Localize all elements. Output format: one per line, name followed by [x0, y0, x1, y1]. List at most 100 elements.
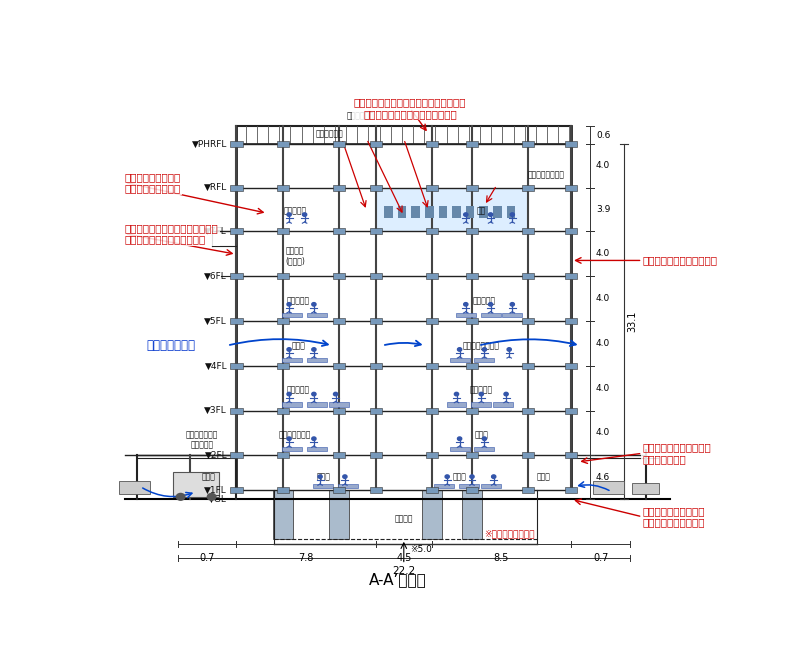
Bar [230, 141, 242, 147]
Circle shape [334, 392, 338, 396]
Bar [565, 228, 578, 234]
Text: 自防フェンス: 自防フェンス [346, 111, 374, 121]
Bar [384, 206, 393, 218]
Circle shape [445, 475, 450, 478]
Text: 小会議室
(委員会): 小会議室 (委員会) [286, 246, 306, 266]
Bar [277, 452, 289, 458]
Bar [471, 402, 491, 406]
Bar [493, 206, 502, 218]
Bar [333, 408, 345, 414]
Circle shape [287, 302, 291, 306]
Bar [438, 206, 447, 218]
Bar [282, 313, 302, 317]
Text: トップライト: トップライト [315, 129, 343, 139]
Text: 4.0: 4.0 [596, 249, 610, 258]
Bar [230, 273, 242, 280]
Bar [370, 363, 382, 369]
Bar [452, 206, 461, 218]
Bar [426, 318, 438, 324]
Text: 講場: 講場 [477, 206, 486, 215]
Text: 展望ロビー: 展望ロビー [284, 206, 307, 215]
Text: トップライトとハイサイドライトにより
講場への自然採光を確保します。: トップライトとハイサイドライトにより 講場への自然採光を確保します。 [354, 97, 466, 119]
Text: ▼1FL: ▼1FL [204, 486, 227, 495]
Circle shape [206, 493, 217, 501]
Bar [426, 141, 438, 147]
Bar [118, 482, 150, 494]
Bar [522, 273, 534, 280]
Bar [333, 363, 345, 369]
Text: 8.5: 8.5 [494, 553, 509, 563]
Bar [632, 483, 659, 494]
Bar [333, 452, 345, 458]
Bar [273, 490, 293, 539]
Bar [446, 402, 466, 406]
Bar [522, 228, 534, 234]
Bar [522, 408, 534, 414]
Bar [329, 402, 349, 406]
Text: ※地盤調査後に決定: ※地盤調査後に決定 [485, 529, 535, 538]
Text: 人にやさしい駐車場には
底を設置します: 人にやさしい駐車場には 底を設置します [642, 442, 711, 464]
Bar [282, 447, 302, 451]
Bar [329, 490, 349, 539]
Bar [450, 358, 470, 362]
Text: 4.5: 4.5 [396, 553, 411, 563]
Bar [230, 487, 242, 494]
Bar [426, 273, 438, 280]
Text: 政策会議室: 政策会議室 [470, 386, 493, 395]
Bar [466, 452, 478, 458]
Bar [479, 206, 488, 218]
Bar [481, 313, 501, 317]
Circle shape [287, 392, 291, 396]
Text: 総務課: 総務課 [291, 341, 306, 350]
Circle shape [482, 348, 486, 351]
Text: ▼2FL: ▼2FL [205, 451, 227, 460]
Bar [230, 184, 242, 190]
Bar [333, 318, 345, 324]
Text: メンテナンス用
バルコニー: メンテナンス用 バルコニー [186, 430, 218, 450]
Bar [333, 273, 345, 280]
Text: まちづくり戦略室: まちづくり戦略室 [462, 341, 500, 350]
Bar [338, 484, 358, 488]
Bar [333, 487, 345, 494]
Bar [277, 363, 289, 369]
Bar [502, 313, 522, 317]
Bar [398, 206, 406, 218]
Text: 4.0: 4.0 [596, 294, 610, 303]
Bar [565, 184, 578, 190]
Circle shape [489, 213, 493, 216]
Text: 展望ロビーからは、
市街地が見渡せます: 展望ロビーからは、 市街地が見渡せます [125, 172, 181, 193]
Bar [565, 408, 578, 414]
Bar [481, 484, 501, 488]
Circle shape [464, 302, 468, 306]
Bar [422, 490, 442, 539]
Text: ▼6FL: ▼6FL [204, 272, 227, 281]
Bar [466, 206, 474, 218]
Bar [466, 408, 478, 414]
Bar [277, 273, 289, 280]
Text: 0.6: 0.6 [596, 131, 610, 140]
Text: 効率的な空調計画とします: 効率的な空調計画とします [642, 256, 718, 266]
Bar [462, 490, 482, 539]
Bar [370, 141, 382, 147]
Circle shape [482, 437, 486, 440]
Text: バルコニーは室内への直射日光を
制御し、熱負荷を低減します: バルコニーは室内への直射日光を 制御し、熱負荷を低減します [125, 223, 218, 244]
Text: 風除室を設け室内への
風の流入を抜制します: 風除室を設け室内への 風の流入を抜制します [642, 506, 705, 527]
Bar [426, 487, 438, 494]
Bar [565, 318, 578, 324]
Bar [474, 447, 494, 451]
Text: 冗長設備: 冗長設備 [394, 514, 413, 523]
Text: 風除室: 風除室 [202, 473, 215, 482]
Text: 0.7: 0.7 [593, 553, 608, 563]
Bar [522, 141, 534, 147]
Bar [307, 402, 327, 406]
Bar [307, 447, 327, 451]
Bar [230, 363, 242, 369]
Bar [230, 318, 242, 324]
Bar [434, 484, 454, 488]
Bar [426, 408, 438, 414]
Bar [522, 452, 534, 458]
Bar [474, 358, 494, 362]
Circle shape [458, 437, 462, 440]
Bar [370, 318, 382, 324]
Text: ▼7FL: ▼7FL [204, 226, 227, 236]
